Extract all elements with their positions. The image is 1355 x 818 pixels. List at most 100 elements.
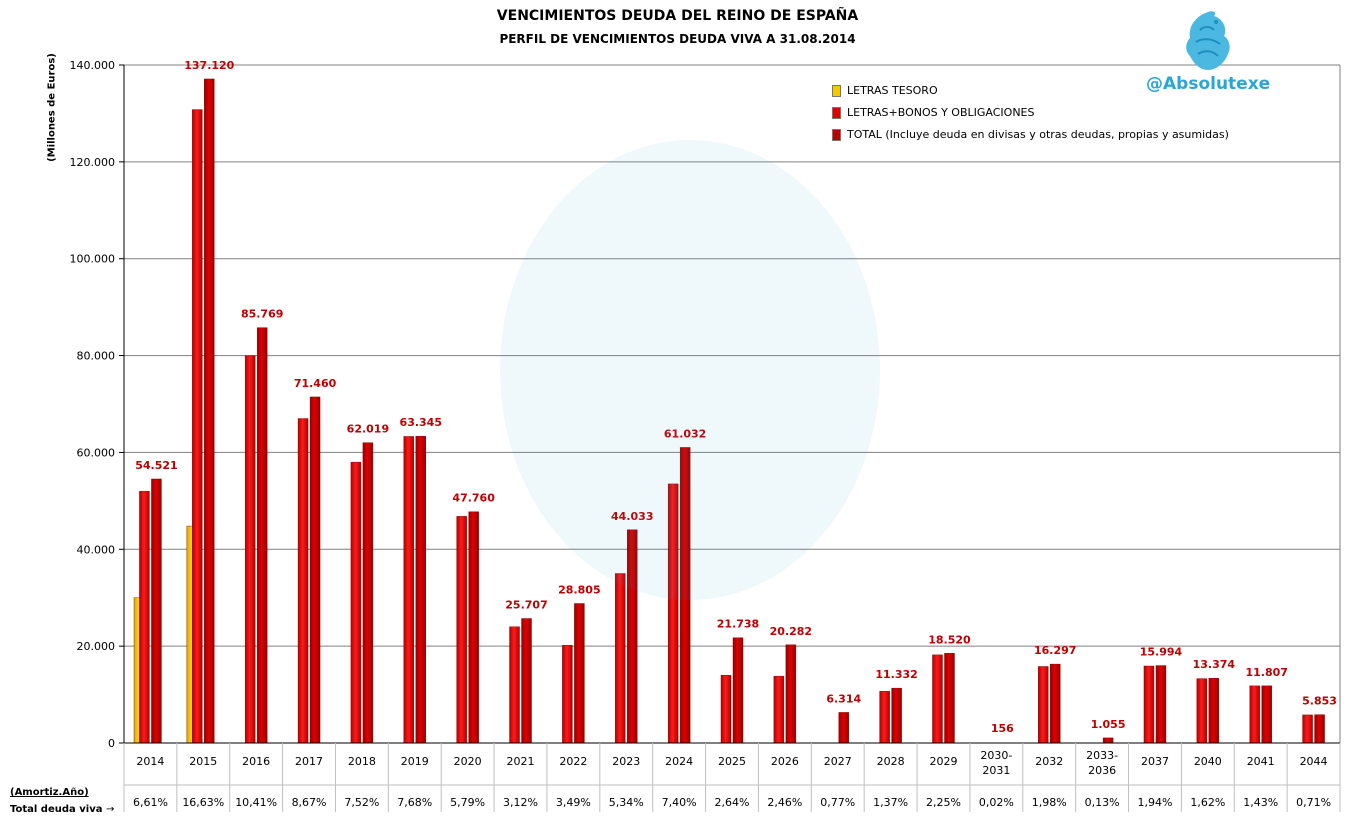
total-data-label: 18.520 — [928, 633, 971, 646]
percent-label: 3,12% — [503, 796, 538, 809]
bar-bonos — [456, 516, 467, 744]
percent-label: 0,13% — [1085, 796, 1120, 809]
category-label: 2015 — [189, 755, 217, 768]
category-label: 2021 — [507, 755, 535, 768]
bar-bonos — [932, 654, 943, 744]
percent-label: 0,02% — [979, 796, 1014, 809]
bar-bonos — [720, 675, 732, 744]
total-data-label: 16.297 — [1034, 644, 1076, 657]
percent-label: 1,37% — [873, 796, 908, 809]
total-data-label: 44.033 — [611, 510, 653, 523]
total-data-label: 61.032 — [664, 427, 706, 440]
legend-swatch — [832, 106, 841, 119]
bar-total — [1155, 665, 1167, 744]
percent-label: 5,34% — [609, 796, 644, 809]
arrow-right-icon: → — [105, 804, 115, 815]
total-data-label: 25.707 — [505, 599, 547, 612]
bar-bonos — [773, 675, 785, 744]
bars — [133, 78, 1325, 744]
category-label: 2031 — [982, 764, 1010, 777]
category-label: 2041 — [1247, 755, 1275, 768]
category-label: 2040 — [1194, 755, 1222, 768]
total-deuda-label: Total deuda viva → — [10, 804, 114, 815]
category-label: 2017 — [295, 755, 323, 768]
percent-label: 2,46% — [767, 796, 802, 809]
category-label: 2026 — [771, 755, 799, 768]
total-data-label: 5.853 — [1302, 695, 1337, 708]
category-label: 2014 — [136, 755, 164, 768]
y-tick-label: 140.000 — [70, 59, 116, 72]
y-tick-label: 120.000 — [70, 156, 116, 169]
percent-label: 16,63% — [182, 796, 224, 809]
total-data-label: 11.332 — [875, 668, 917, 681]
category-label: 2030- — [980, 749, 1012, 762]
bar-total — [1314, 714, 1325, 744]
bar-bonos — [1196, 678, 1208, 744]
category-label: 2018 — [348, 755, 376, 768]
category-label: 2023 — [612, 755, 640, 768]
legend-label: TOTAL (Incluye deuda en divisas y otras … — [847, 128, 1229, 141]
legend-item-total: TOTAL (Incluye deuda en divisas y otras … — [832, 128, 1229, 141]
category-label: 2044 — [1300, 755, 1328, 768]
legend-label: LETRAS TESORO — [847, 84, 938, 97]
total-data-label: 11.807 — [1245, 666, 1287, 679]
bar-total — [838, 712, 849, 744]
percent-label: 7,40% — [662, 796, 697, 809]
brand-handle: @Absolutexe — [1146, 74, 1271, 94]
bar-bonos — [297, 418, 309, 744]
total-data-label: 85.769 — [241, 308, 283, 321]
bar-total — [1102, 737, 1114, 744]
total-data-label: 63.345 — [400, 416, 442, 429]
total-data-label: 15.994 — [1140, 646, 1183, 659]
bar-bonos — [1038, 666, 1049, 744]
legend-label: LETRAS+BONOS Y OBLIGACIONES — [847, 106, 1035, 119]
bar-bonos — [1249, 685, 1260, 744]
bar-bonos — [244, 355, 256, 744]
total-data-label: 62.019 — [347, 423, 389, 436]
bar-total — [415, 436, 426, 744]
y-tick-label: 0 — [108, 737, 115, 750]
percent-label: 3,49% — [556, 796, 591, 809]
percent-label: 7,68% — [397, 796, 432, 809]
total-data-label: 71.460 — [294, 377, 337, 390]
legend-item-letras: LETRAS TESORO — [832, 84, 938, 97]
amortizacion-label: (Amortiz.Año) — [10, 787, 89, 798]
category-label: 2019 — [401, 755, 429, 768]
category-label: 2022 — [559, 755, 587, 768]
percent-label: 10,41% — [235, 796, 277, 809]
bar-total — [204, 78, 215, 744]
category-table: 2014 6,61% 2015 16,63% 2016 10,41% 2017 8,67% 20… — [123, 742, 1341, 812]
percent-label: 8,67% — [292, 796, 327, 809]
bar-total — [309, 396, 321, 744]
bar-total — [1208, 678, 1220, 744]
y-tick-label: 20.000 — [77, 640, 116, 653]
y-axis-label: (Millones de Euros) — [46, 53, 58, 162]
bar-total — [256, 327, 268, 744]
bar-total — [362, 442, 374, 744]
bar-total — [1261, 685, 1272, 744]
percent-label: 0,71% — [1296, 796, 1331, 809]
bar-total — [1050, 663, 1061, 744]
y-axis-ticks: 0 20.000 40.000 60.000 80.000 100.000 120.000 1… — [70, 59, 116, 750]
category-label: 2025 — [718, 755, 746, 768]
total-data-label: 1.055 — [1091, 718, 1126, 731]
percent-label: 1,43% — [1243, 796, 1278, 809]
category-label: 2020 — [454, 755, 482, 768]
bar-bonos — [1143, 665, 1155, 744]
bar-bonos — [192, 109, 203, 744]
y-tick-label: 80.000 — [77, 350, 116, 363]
percent-label: 1,62% — [1190, 796, 1225, 809]
category-label: 2037 — [1141, 755, 1169, 768]
percent-label: 1,98% — [1032, 796, 1067, 809]
eagle-watermark-icon — [500, 140, 880, 600]
percent-label: 2,64% — [715, 796, 750, 809]
percent-label: 2,25% — [926, 796, 961, 809]
percent-label: 5,79% — [450, 796, 485, 809]
percent-label: 0,77% — [820, 796, 855, 809]
bar-total — [944, 653, 955, 744]
total-data-label: 28.805 — [558, 584, 600, 597]
total-data-label: 6.314 — [826, 692, 861, 705]
category-label: 2024 — [665, 755, 693, 768]
bar-total — [151, 478, 162, 744]
